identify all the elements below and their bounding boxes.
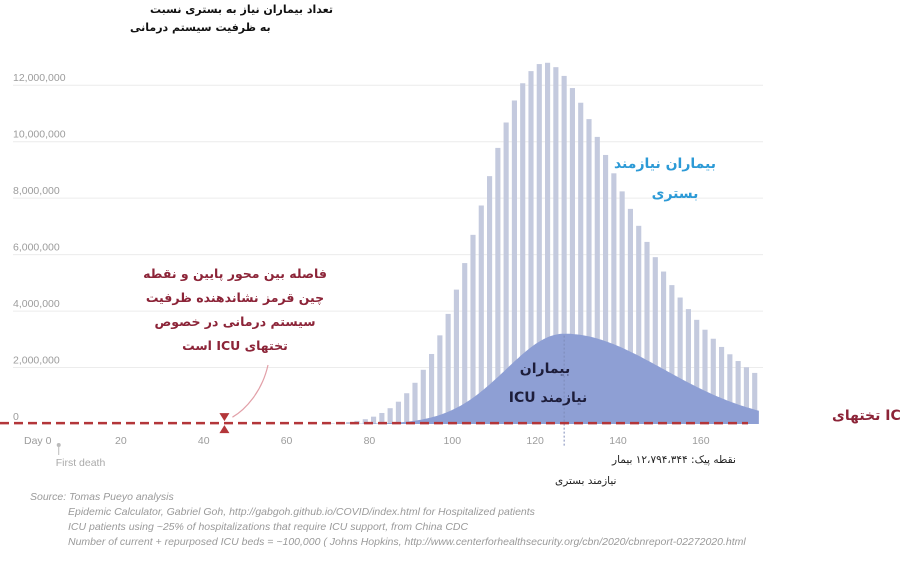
hospitalized-bar <box>677 297 683 424</box>
icu-label-line-2: نیازمند ICU <box>509 390 588 406</box>
x-tick-label: 100 <box>444 435 462 447</box>
hospitalized-bar <box>437 335 443 424</box>
hospitalized-bar <box>578 102 584 424</box>
x-tick-label: 20 <box>115 435 127 447</box>
x-tick-label: 160 <box>692 435 710 447</box>
x-tick-label: 60 <box>281 435 293 447</box>
hospitalized-bar <box>644 241 650 424</box>
hospitalized-bar <box>379 412 385 424</box>
y-axis-title-line-1: تعداد بیماران نیاز به بستری نسبت <box>150 3 333 16</box>
hospitalized-bar <box>371 416 377 424</box>
y-tick-label: 4,000,000 <box>13 298 60 310</box>
hospitalized-bar <box>710 338 716 424</box>
hospitalized-bar <box>453 289 459 424</box>
x-tick-label: 120 <box>526 435 544 447</box>
annotation-line: تختهای ICU است <box>182 338 288 353</box>
grid <box>13 84 763 369</box>
hospitalized-bar <box>611 173 617 424</box>
source-line-1: Source: Tomas Pueyo analysis <box>30 491 174 503</box>
icu-beds-label: ICU تختهای <box>832 408 900 424</box>
annotation-arrow <box>232 364 269 418</box>
y-tick-label: 6,000,000 <box>13 242 60 254</box>
x-tick-label: 40 <box>198 435 210 447</box>
hospitalized-bar <box>569 88 575 425</box>
first-death-dot <box>56 443 61 447</box>
hospitalized-bar <box>586 119 592 424</box>
icu-area <box>311 333 759 424</box>
hospitalized-bar <box>735 361 741 424</box>
hospitalized-bar <box>636 225 642 424</box>
y-tick-label: 0 <box>13 411 19 423</box>
y-tick-label: 12,000,000 <box>13 72 66 84</box>
hospitalized-bar <box>669 285 675 424</box>
y-axis-title-line-2: به ظرفیت سیستم درمانی <box>130 21 271 34</box>
hospitalized-bar <box>420 369 426 424</box>
hospitalized-bar <box>652 257 658 424</box>
hospitalized-bar <box>694 319 700 424</box>
first-death-label: First death <box>56 457 106 469</box>
hospitalized-label-line-1: بیماران نیازمند <box>614 156 716 172</box>
hospitalized-bar <box>462 263 468 424</box>
hospitalized-bar <box>553 67 559 424</box>
hospitalized-bar <box>395 401 401 424</box>
x-ticks: Day 0 20 40 60 80 100 120 140 160 <box>24 435 710 447</box>
hospitalized-bar <box>619 191 625 424</box>
y-tick-label: 10,000,000 <box>13 129 66 141</box>
chart-labels: تعداد بیماران نیاز به بستری نسبت به ظرفیت… <box>0 3 900 487</box>
chart: 0 2,000,000 4,000,000 6,000,000 8,000,000 10,… <box>0 3 900 487</box>
annotation-line: سیستم درمانی در خصوص <box>154 314 315 329</box>
hospitalized-bar <box>603 154 609 425</box>
hospitalized-bar <box>487 176 493 424</box>
hospitalized-bar <box>528 71 534 424</box>
x-tick-label: 140 <box>609 435 627 447</box>
hospitalized-bar <box>362 419 368 424</box>
hospitalized-bar <box>412 382 418 424</box>
icu-label-line-1: بیماران <box>520 361 570 377</box>
hospitalized-bar <box>545 62 551 425</box>
hospitalized-bar <box>470 234 476 424</box>
x-tick-label: 80 <box>364 435 376 447</box>
hospitalized-bar <box>536 64 542 425</box>
peak-label-line-2: نیازمند بستری <box>555 475 616 487</box>
hospitalized-bar <box>445 313 451 424</box>
capacity-marker-top <box>219 413 230 422</box>
hospitalized-bar <box>702 329 708 424</box>
hospitalized-bar <box>743 367 749 424</box>
source-line-2: Epidemic Calculator, Gabriel Goh, http:/… <box>68 506 535 518</box>
y-tick-label: 8,000,000 <box>13 185 60 197</box>
hospitalized-bar <box>661 271 667 424</box>
capacity-marker-bottom <box>219 425 230 434</box>
hospitalized-bars <box>321 62 758 425</box>
hospitalized-bar <box>346 422 352 424</box>
hospitalized-bar <box>752 372 758 424</box>
hospitalized-bar <box>478 205 484 424</box>
hospitalized-bar <box>495 147 501 424</box>
hospitalized-bar <box>685 309 691 424</box>
hospitalized-bar <box>511 100 517 424</box>
hospitalized-bar <box>727 354 733 424</box>
annotation-line: چین قرمز نشاندهنده ظرفیت <box>146 290 324 305</box>
hospitalized-bar <box>719 346 725 424</box>
peak-label-line-1: نقطه پیک: ۱۲،۷۹۴،۳۴۴ بیمار <box>611 454 736 466</box>
source-line-4: Number of current + repurposed ICU beds … <box>68 536 746 548</box>
hospitalized-bar <box>594 136 600 425</box>
source-line-3: ICU patients using ~25% of hospitalizati… <box>68 521 469 533</box>
hospitalized-bar <box>627 208 633 424</box>
hospitalized-bar <box>404 393 410 424</box>
hospitalized-bar <box>429 353 435 424</box>
hospitalized-bar <box>561 75 567 424</box>
hospitalized-bar <box>503 122 509 424</box>
y-tick-label: 2,000,000 <box>13 355 60 367</box>
hospitalized-bar <box>387 408 393 424</box>
hospitalized-label-line-2: بستری <box>652 186 699 202</box>
hospitalized-bar <box>520 83 526 425</box>
annotation-line: فاصله بین محور پایین و نقطه <box>143 266 327 281</box>
y-ticks: 0 2,000,000 4,000,000 6,000,000 8,000,000 10,… <box>13 72 66 423</box>
hospitalized-bar <box>329 423 335 424</box>
x-tick-label: Day 0 <box>24 435 52 447</box>
